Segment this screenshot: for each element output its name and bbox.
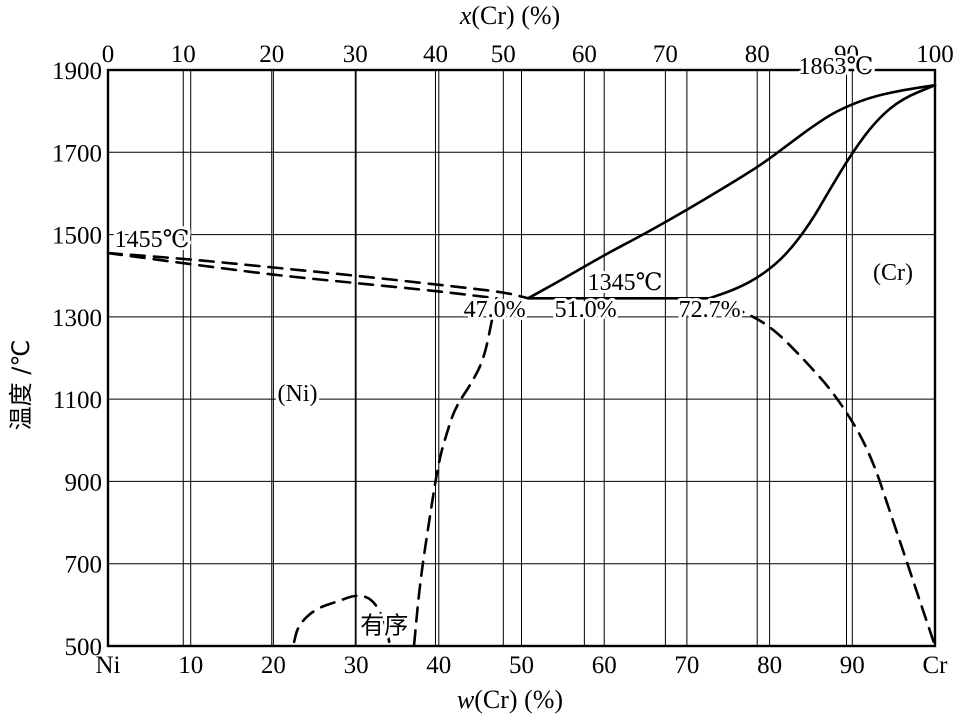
- annotation-2: 1345℃: [588, 270, 663, 296]
- x-tick-label-top-5: 50: [491, 41, 516, 68]
- annotation-5: 47.0%: [464, 297, 526, 323]
- y-tick-label-1300: 1300: [52, 305, 102, 332]
- x-tick-label-top-10: 100: [916, 41, 954, 68]
- x-tick-label-top-7: 70: [653, 41, 678, 68]
- annotation-3: (Cr): [873, 260, 913, 286]
- y-tick-label-500: 500: [65, 634, 103, 661]
- annotation-8: 有序: [360, 613, 408, 640]
- y-tick-label-1700: 1700: [52, 140, 102, 167]
- dashed-curve-6: [707, 297, 937, 648]
- x-tick-label-bottom-50: 50: [509, 652, 534, 679]
- annotation-1: 1863℃: [799, 54, 874, 80]
- dashed-curve-4: [106, 251, 530, 300]
- x-tick-label-top-0: 0: [102, 41, 115, 68]
- x-tick-label-bottom-80: 80: [757, 652, 782, 679]
- annotation-0: 1455℃: [115, 227, 190, 253]
- y-tick-label-900: 900: [65, 469, 103, 496]
- y-tick-label-1900: 1900: [52, 58, 102, 85]
- y-tick-label-1500: 1500: [52, 223, 102, 250]
- x-tick-label-top-3: 30: [343, 41, 368, 68]
- dashed-curve-7: [292, 594, 391, 644]
- dashed-curve-5: [412, 297, 498, 648]
- x-tick-label-bottom-70: 70: [674, 652, 699, 679]
- grid: [108, 70, 935, 646]
- annotation-6: 51.0%: [555, 297, 617, 323]
- annotation-7: 72.7%: [679, 297, 741, 323]
- x-tick-label-top-1: 10: [171, 41, 196, 68]
- annotations: 1455℃ 1863℃ 1345℃ (Cr) (Ni) 47.0% 51.0% 72.7% 有序: [112, 51, 916, 643]
- x-tick-label-bottom-10: 10: [178, 652, 203, 679]
- curves: [106, 83, 937, 648]
- y-axis-label: 温度 /℃: [7, 340, 35, 431]
- x-tick-label-top-8: 80: [745, 41, 770, 68]
- x-tick-label-top-4: 40: [423, 41, 448, 68]
- x-tick-label-bottom-20: 20: [261, 652, 286, 679]
- x-tick-label-bottom-90: 90: [840, 652, 865, 679]
- x-tick-label-bottom-30: 30: [344, 652, 369, 679]
- x-tick-label-bottom-100: Cr: [923, 652, 949, 679]
- solid-curve-1: [707, 83, 937, 300]
- annotation-4: (Ni): [278, 381, 318, 407]
- x-tick-label-top-2: 20: [259, 41, 284, 68]
- x-tick-label-bottom-0: Ni: [96, 652, 121, 679]
- x-axis-label-top: x(Cr) (%): [459, 1, 560, 30]
- x-tick-label-bottom-60: 60: [592, 652, 617, 679]
- y-tick-label-1100: 1100: [53, 387, 102, 414]
- plot-frame: [106, 68, 937, 648]
- x-tick-label-bottom-40: 40: [426, 652, 451, 679]
- x-tick-label-top-9: 90: [834, 41, 859, 68]
- x-tick-label-top-6: 60: [572, 41, 597, 68]
- solid-curve-0: [526, 83, 937, 300]
- x-axis-label-bottom: w(Cr) (%): [457, 685, 563, 714]
- y-tick-label-700: 700: [65, 552, 103, 579]
- dashed-curve-3: [106, 251, 498, 300]
